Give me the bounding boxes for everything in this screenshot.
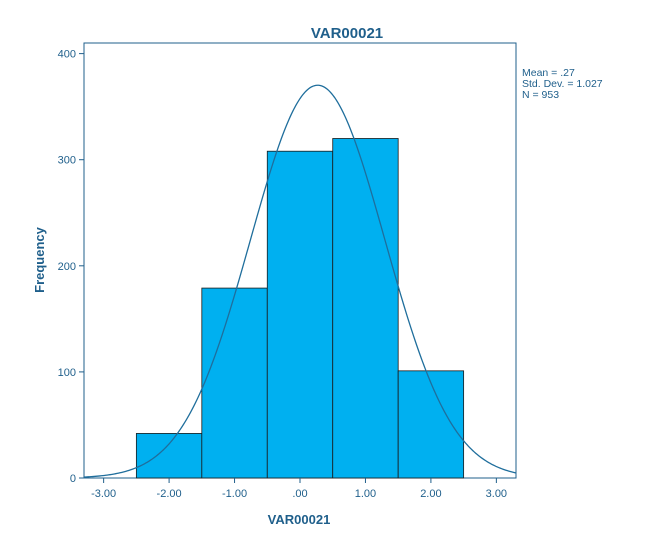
y-tick-label-4: 400 (58, 49, 76, 61)
x-tick-label-4: 1.00 (355, 488, 376, 500)
y-axis-title: Frequency (32, 226, 47, 293)
stats-box: Mean = .27 Std. Dev. = 1.027 N = 953 (522, 67, 603, 101)
x-tick-label-5: 2.00 (420, 488, 441, 500)
histogram-bar-3 (332, 138, 399, 479)
y-tick-label-2: 200 (58, 261, 76, 273)
x-tick-label-6: 3.00 (486, 488, 507, 500)
x-tick-label-1: -2.00 (157, 488, 182, 500)
x-tick-label-0: -3.00 (91, 488, 116, 500)
x-tick-label-2: -1.00 (222, 488, 247, 500)
stats-mean: Mean = .27 (522, 67, 575, 79)
histogram-bar-4 (397, 370, 465, 479)
stats-n: N = 953 (522, 89, 559, 101)
y-tick-label-1: 100 (58, 367, 76, 379)
y-tick-label-0: 0 (70, 473, 76, 485)
y-axis: 0 100 200 300 400 (58, 49, 84, 485)
x-tick-label-3: .00 (292, 488, 307, 500)
stats-std-dev: Std. Dev. = 1.027 (522, 78, 603, 90)
normal-curve (83, 84, 517, 478)
chart-title: VAR00021 (311, 25, 383, 42)
y-tick-label-3: 300 (58, 155, 76, 167)
bars-group (135, 138, 465, 479)
histogram-bar-2 (266, 150, 334, 479)
histogram-bar-1 (201, 287, 268, 479)
x-axis-title: VAR00021 (268, 512, 331, 527)
x-axis: -3.00 -2.00 -1.00 .00 1.00 2.00 3.00 (91, 478, 507, 500)
histogram-bar-0 (135, 433, 203, 479)
